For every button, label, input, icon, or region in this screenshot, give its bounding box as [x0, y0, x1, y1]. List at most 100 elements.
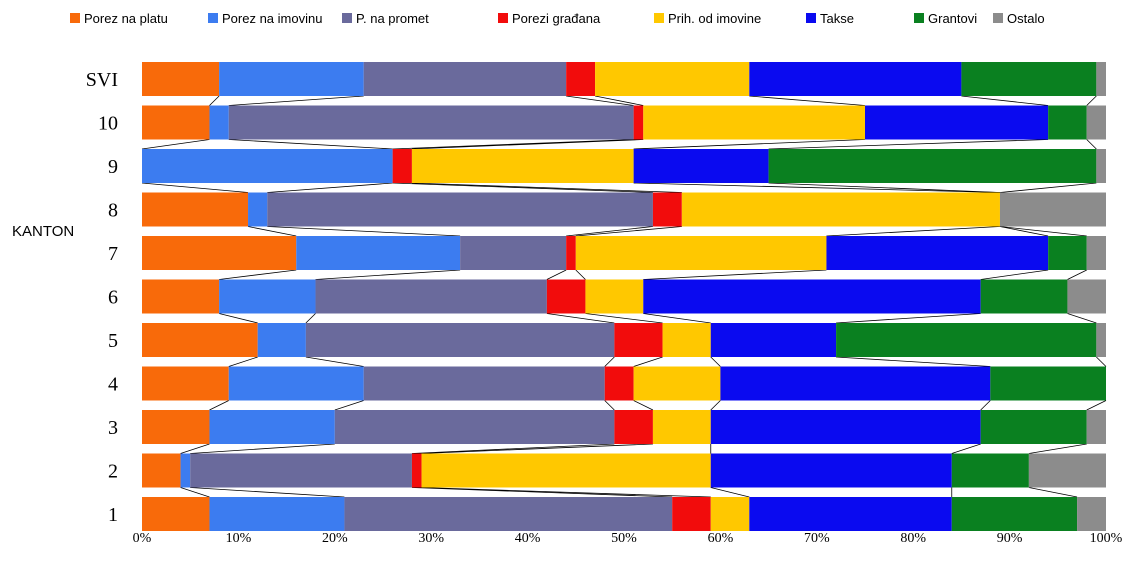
bar-segment — [710, 497, 750, 531]
series-line — [219, 269, 297, 280]
bar-segment — [980, 279, 1068, 314]
legend-item: Prih. od imovine — [654, 11, 761, 26]
bar-segment — [219, 62, 364, 96]
series-line — [633, 356, 663, 367]
series-line — [228, 356, 258, 367]
bar-segment — [1077, 497, 1106, 531]
bar-segment — [595, 62, 750, 96]
bar-segment — [180, 453, 191, 488]
series-line — [566, 226, 653, 237]
bar-segment — [296, 236, 461, 270]
bar-segment — [248, 192, 268, 227]
series-line — [980, 269, 1049, 280]
category-label: 6 — [108, 287, 118, 309]
bar-segment — [749, 497, 952, 531]
bar-segment — [460, 236, 567, 270]
series-line — [141, 139, 210, 150]
series-line — [247, 226, 297, 237]
series-line — [585, 313, 663, 324]
series-line — [546, 269, 567, 280]
bar-segment — [990, 366, 1106, 401]
category-label: 5 — [108, 330, 118, 352]
bar-segment — [575, 236, 827, 270]
series-line — [228, 139, 393, 150]
bar-segment — [257, 323, 306, 357]
bar-segment — [836, 323, 1097, 357]
series-line — [1086, 400, 1107, 411]
bar-segment — [411, 453, 422, 488]
bar-segment — [344, 497, 673, 531]
series-line — [421, 443, 653, 454]
legend-item: Takse — [806, 11, 854, 26]
bar-segment — [546, 279, 586, 314]
legend-swatch — [993, 13, 1003, 23]
legend: Porez na platu Porez na imovinu P. na prom… — [70, 11, 1045, 26]
bar-segment — [633, 105, 644, 140]
series-line — [604, 400, 615, 411]
x-tick-label: 0% — [133, 531, 152, 546]
series-line — [836, 356, 991, 367]
bar-segment — [421, 453, 711, 488]
bar-segment — [585, 279, 644, 314]
series-line — [1067, 313, 1097, 324]
category-label: 3 — [108, 417, 118, 439]
series-line — [633, 400, 654, 411]
series-line — [999, 226, 1049, 237]
x-tick-label: 100% — [1090, 531, 1123, 546]
bar-segment — [980, 410, 1087, 444]
series-line — [228, 95, 364, 106]
bar-segment — [672, 497, 711, 531]
legend-label: Prih. od imovine — [668, 11, 761, 26]
bar-segment — [865, 105, 1049, 140]
category-label: 9 — [108, 156, 118, 178]
bar-segment — [662, 323, 711, 357]
series-line — [710, 400, 721, 411]
y-axis-title: KANTON — [12, 223, 74, 240]
x-tick-label: 90% — [997, 531, 1023, 546]
legend-swatch — [70, 13, 80, 23]
legend-label: Porezi građana — [512, 11, 601, 26]
bar-segment — [1086, 236, 1106, 270]
bar-segment — [209, 410, 335, 444]
bar-segment — [614, 410, 653, 444]
series-line — [1067, 269, 1087, 280]
bar-segment — [652, 192, 682, 227]
bar-segment — [1086, 410, 1106, 444]
category-label: 7 — [108, 243, 118, 265]
legend-swatch — [806, 13, 816, 23]
bar-segment — [305, 323, 615, 357]
series-line — [768, 182, 1000, 193]
bar-segment — [392, 149, 412, 183]
series-line — [1096, 356, 1107, 367]
bar-segment — [1086, 105, 1106, 140]
series-line — [392, 139, 634, 150]
series-line — [749, 95, 866, 106]
x-tick-label: 30% — [418, 531, 444, 546]
bar-segment — [228, 366, 364, 401]
series-line — [411, 182, 682, 193]
bar-segment — [681, 192, 1000, 227]
bar-segment — [643, 279, 981, 314]
bar-segment — [142, 366, 229, 401]
legend-swatch — [914, 13, 924, 23]
series-line — [305, 313, 316, 324]
bar-segment — [1096, 323, 1106, 357]
series-line — [546, 313, 615, 324]
legend-label: Porez na imovinu — [222, 11, 322, 26]
series-line — [267, 226, 461, 237]
bars — [142, 62, 1106, 531]
series-line — [710, 356, 721, 367]
bar-segment — [142, 62, 220, 96]
legend-item: Ostalo — [993, 11, 1045, 26]
legend-item: Porezi građana — [498, 11, 601, 26]
series-line — [768, 139, 1049, 150]
bar-segment — [411, 149, 634, 183]
legend-swatch — [654, 13, 664, 23]
series-line — [421, 487, 711, 498]
bar-segment — [999, 192, 1106, 227]
bar-segment — [710, 410, 981, 444]
series-line — [836, 313, 981, 324]
bar-segment — [142, 279, 220, 314]
series-line — [1086, 95, 1097, 106]
bar-segment — [826, 236, 1049, 270]
